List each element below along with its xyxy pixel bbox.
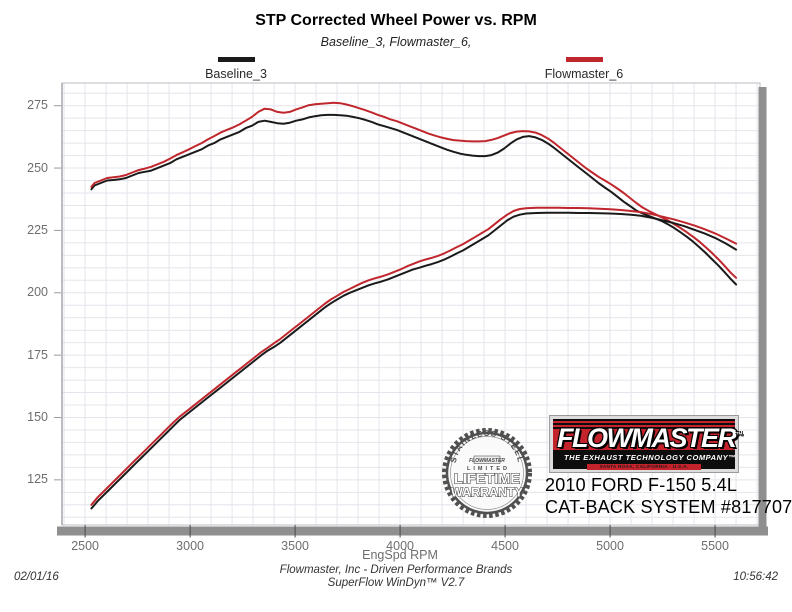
x-tick-label: 5500 — [701, 539, 729, 553]
y-tick-label: 200 — [27, 285, 48, 300]
y-tick-label: 125 — [27, 472, 48, 487]
curve-flowmaster-6-torque-curve — [90, 101, 738, 279]
x-tick-label: 3000 — [176, 539, 204, 553]
legend-label: Flowmaster_6 — [544, 66, 624, 81]
chart-subtitle: Baseline_3, Flowmaster_6, — [320, 35, 472, 49]
logo-tagline: THE EXHAUST TECHNOLOGY COMPANY™ — [564, 453, 737, 462]
page-title: STP Corrected Wheel Power vs. RPM — [255, 12, 537, 29]
logo-address-bar: SANTA ROSA, CALIFORNIA · U.S.A. — [587, 464, 701, 470]
x-tick-label: 4500 — [491, 539, 519, 553]
software-version: SuperFlow WinDyn™ V2.7 — [327, 577, 465, 589]
badge-limited-text: LIMITED — [467, 466, 510, 472]
x-tick-label: 3500 — [281, 539, 309, 553]
badge-warranty-text: WARRANTY — [451, 485, 523, 500]
x-tick-label: 4000 — [386, 539, 414, 553]
company-name: Flowmaster, Inc - Driven Performance Bra… — [279, 564, 513, 576]
y-tick-label: 150 — [27, 409, 48, 424]
x-axis-title: EngSpd RPM — [362, 548, 438, 562]
report-date: 02/01/16 — [14, 571, 59, 583]
x-tick-label: 2500 — [71, 539, 99, 553]
baseline-line-swatch — [217, 57, 255, 62]
flowmaster-logo: FLOWMASTER™ THE EXHAUST TECHNOLOGY COMPA… — [549, 415, 743, 473]
y-tick-label: 275 — [27, 98, 48, 113]
lifetime-warranty-badge: STAINLESS STEEL FLOWMASTER LIMITED LIFET… — [442, 428, 532, 518]
curve-baseline-3-power-curve — [90, 211, 738, 510]
logo-red-stripes — [553, 419, 735, 450]
x-tick-label: 5000 — [596, 539, 624, 553]
report-time: 10:56:42 — [733, 571, 778, 583]
legend-label: Baseline_3 — [205, 66, 267, 81]
legend-item-baseline: Baseline_3 — [196, 57, 276, 81]
legend-item-flowmaster: Flowmaster_6 — [538, 57, 630, 81]
y-tick-label: 175 — [27, 347, 48, 362]
flowmaster-line-swatch — [565, 57, 603, 62]
curve-flowmaster-6-power-curve — [90, 206, 738, 506]
trademark-symbol: ™ — [735, 432, 743, 439]
curve-baseline-3-torque-curve — [90, 113, 738, 286]
badge-lifetime-text: LIFETIME — [454, 472, 520, 488]
product-description: CAT-BACK SYSTEM #817707 — [545, 497, 792, 517]
badge-brand-text: FLOWMASTER — [469, 458, 505, 464]
logo-wordmark: FLOWMASTER™ — [557, 423, 743, 453]
y-tick-label: 250 — [27, 160, 48, 175]
y-tick-label: 225 — [27, 222, 48, 237]
vehicle-description: 2010 FORD F-150 5.4L — [545, 475, 738, 495]
